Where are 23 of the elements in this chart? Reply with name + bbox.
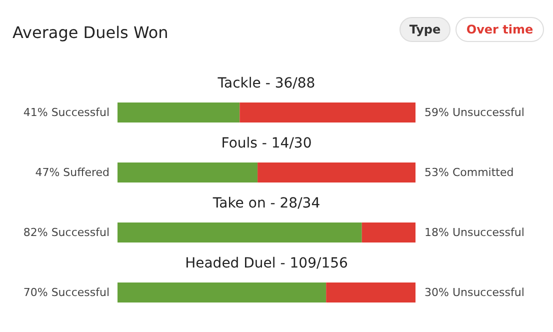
bar <box>240 102 416 122</box>
data-label: 53% Committed <box>424 166 514 179</box>
bar <box>118 162 258 182</box>
data-label: 30% Unsuccessful <box>424 286 524 299</box>
data-label: 59% Unsuccessful <box>424 106 524 119</box>
text: Type <box>409 22 441 36</box>
y-tick-label: Tackle - 36/88 <box>216 76 316 92</box>
y-tick-label: Headed Duel - 109/156 <box>185 256 348 272</box>
bar <box>258 162 416 182</box>
data-label: 82% Successful <box>23 226 110 239</box>
bar <box>118 282 326 302</box>
data-label: 47% Suffered <box>35 166 110 179</box>
bar <box>118 222 362 242</box>
chart-title: Average Duels Won <box>12 23 168 42</box>
y-tick-label: Fouls - 14/30 <box>221 136 312 152</box>
bar <box>118 102 240 122</box>
bar <box>362 222 416 242</box>
data-label: 41% Successful <box>23 106 110 119</box>
data-label: 70% Successful <box>23 286 110 299</box>
data-label: 18% Unsuccessful <box>424 226 524 239</box>
bar <box>326 282 416 302</box>
text: Over time <box>466 22 534 36</box>
y-tick-label: Take on - 28/34 <box>212 196 320 212</box>
